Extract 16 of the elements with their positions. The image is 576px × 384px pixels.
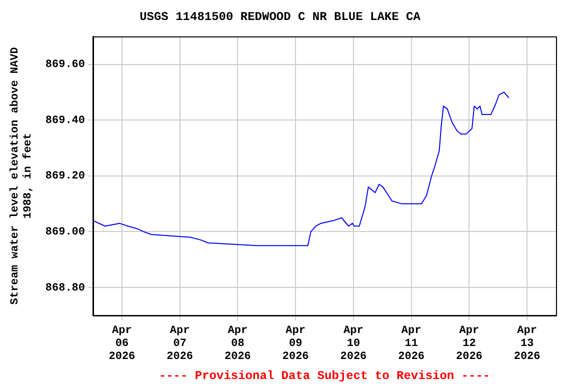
- x-tick-label: Apr 07 2026: [166, 324, 194, 364]
- y-tick-label: 868.80: [45, 282, 86, 294]
- y-tick-label: 869.20: [45, 170, 86, 183]
- y-tick-label: 869.00: [45, 226, 86, 238]
- x-tick-label: Apr 06 2026: [108, 324, 136, 364]
- text: ---- Provisional Data Subject to Revision ----: [158, 369, 490, 384]
- x-tick-label: Apr 09 2026: [282, 324, 309, 364]
- x-tick-label: Apr 12 2026: [456, 324, 482, 364]
- y-axis-title: Stream water level elevation above NAVD 1988, in feet: [9, 46, 35, 305]
- x-tick-label: Apr 10 2026: [340, 324, 367, 364]
- y-tick-label: 869.60: [45, 59, 86, 72]
- chart-title: USGS 11481500 REDWOOD C NR BLUE LAKE CA: [140, 10, 422, 24]
- x-tick-label: Apr 13 2026: [514, 324, 540, 364]
- y-tick-label: 869.40: [45, 114, 86, 127]
- x-tick-label: Apr 11 2026: [398, 324, 425, 364]
- x-tick-label: Apr 08 2026: [224, 324, 251, 364]
